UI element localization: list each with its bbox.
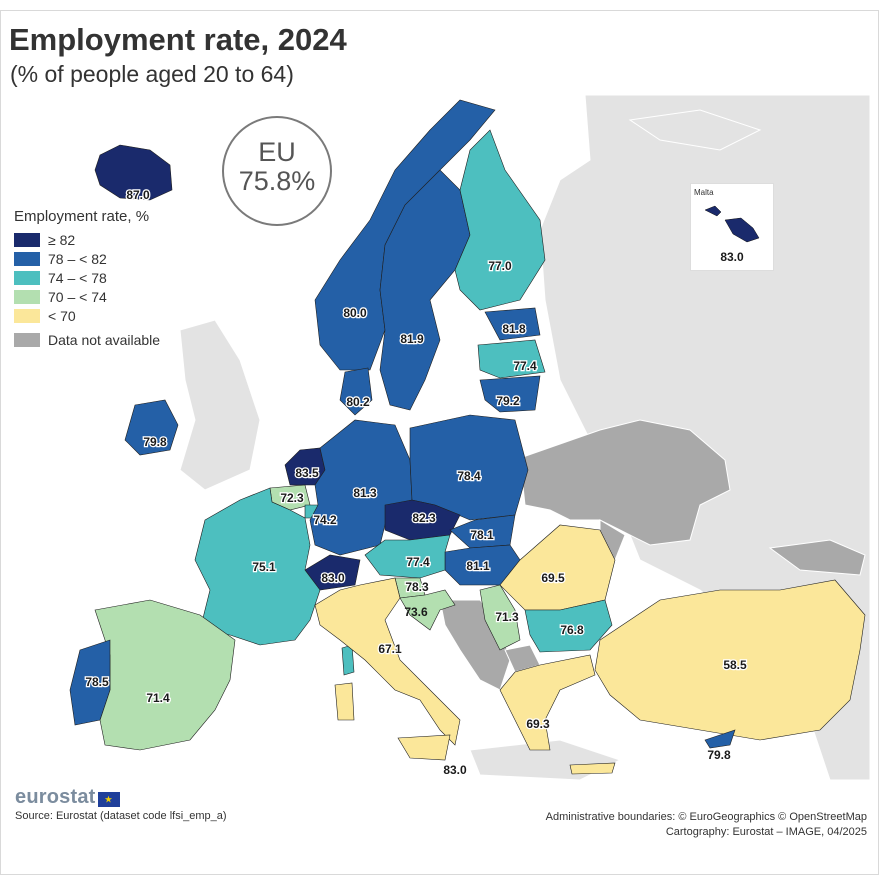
legend-label: 74 – < 78 bbox=[48, 270, 107, 286]
region-latvia bbox=[477, 339, 546, 379]
region-portugal bbox=[69, 639, 111, 726]
region-turkey bbox=[594, 579, 866, 741]
region-austria bbox=[364, 534, 451, 579]
region-cyprus bbox=[704, 729, 736, 749]
region-bulgaria bbox=[524, 599, 613, 653]
legend-label: 70 – < 74 bbox=[48, 289, 107, 305]
label-sweden: 81.9 bbox=[400, 332, 424, 346]
label-norway: 80.0 bbox=[343, 306, 367, 320]
label-france: 75.1 bbox=[252, 560, 276, 574]
region-croatia bbox=[399, 589, 456, 631]
legend-item: 78 – < 82 bbox=[14, 250, 160, 268]
label-netherlands: 83.5 bbox=[295, 466, 319, 480]
legend-swatch bbox=[14, 290, 40, 304]
region-iceland bbox=[94, 144, 173, 201]
label-germany: 81.3 bbox=[353, 486, 377, 500]
region-sweden bbox=[379, 169, 471, 411]
legend-swatch bbox=[14, 233, 40, 247]
eu-value: 75.8% bbox=[238, 166, 316, 196]
label-italy: 67.1 bbox=[378, 642, 402, 656]
label-slovenia: 78.3 bbox=[405, 580, 429, 594]
eurostat-logo: eurostat ★ bbox=[15, 786, 120, 809]
malta-shape bbox=[704, 205, 760, 243]
source-note: Source: Eurostat (dataset code lfsi_emp_… bbox=[15, 810, 227, 822]
malta-inset: Malta 83.0 bbox=[690, 183, 774, 271]
label-hungary: 81.1 bbox=[466, 559, 490, 573]
eu-average-badge: EU 75.8% bbox=[222, 116, 332, 226]
inset-title: Malta bbox=[694, 188, 714, 197]
legend-swatch bbox=[14, 271, 40, 285]
label-bulgaria: 76.8 bbox=[560, 623, 584, 637]
legend-label: 78 – < 82 bbox=[48, 251, 107, 267]
label-finland: 77.0 bbox=[488, 259, 512, 273]
legend: Employment rate, % ≥ 82 78 – < 82 74 – <… bbox=[14, 208, 160, 350]
label-denmark: 80.2 bbox=[346, 395, 370, 409]
label-latvia: 77.4 bbox=[513, 359, 537, 373]
legend-label: < 70 bbox=[48, 308, 76, 324]
region-denmark bbox=[339, 367, 373, 416]
label-ireland: 79.8 bbox=[143, 435, 167, 449]
legend-item-na: Data not available bbox=[14, 331, 160, 349]
legend-label: Data not available bbox=[48, 332, 161, 348]
region-sicily bbox=[397, 734, 451, 761]
label-austria: 77.4 bbox=[406, 555, 430, 569]
logo-text: eurostat bbox=[15, 786, 96, 808]
legend-swatch bbox=[14, 309, 40, 323]
label-portugal: 78.5 bbox=[85, 675, 109, 689]
credits-line-2: Cartography: Eurostat – IMAGE, 04/2025 bbox=[665, 826, 867, 838]
region-greece bbox=[499, 654, 596, 751]
region-romania bbox=[499, 524, 616, 611]
eu-label: EU bbox=[258, 137, 296, 167]
legend-item: < 70 bbox=[14, 307, 160, 325]
legend-title: Employment rate, % bbox=[14, 208, 150, 225]
credits-line-1: Administrative boundaries: © EuroGeograp… bbox=[545, 811, 867, 823]
label-slovakia: 78.1 bbox=[470, 528, 494, 542]
label-romania: 69.5 bbox=[541, 571, 565, 585]
region-finland bbox=[454, 129, 546, 311]
region-sardinia bbox=[334, 682, 355, 721]
legend-item: ≥ 82 bbox=[14, 231, 160, 249]
legend-item: 74 – < 78 bbox=[14, 269, 160, 287]
region-estonia bbox=[484, 307, 541, 341]
label-malta: 83.0 bbox=[443, 763, 467, 777]
label-poland: 78.4 bbox=[457, 469, 481, 483]
credits: Administrative boundaries: © EuroGeograp… bbox=[546, 810, 867, 840]
label-iceland: 87.0 bbox=[126, 188, 150, 202]
label-lithuania: 79.2 bbox=[496, 394, 520, 408]
inset-value: 83.0 bbox=[720, 250, 744, 264]
region-crete bbox=[569, 762, 616, 775]
region-lithuania bbox=[479, 375, 541, 413]
legend-item: 70 – < 74 bbox=[14, 288, 160, 306]
map-subtitle: (% of people aged 20 to 64) bbox=[10, 61, 294, 87]
region-czechia bbox=[384, 499, 461, 541]
label-greece: 69.3 bbox=[526, 717, 550, 731]
label-cyprus: 79.8 bbox=[707, 748, 731, 762]
region-poland bbox=[409, 414, 529, 521]
legend-swatch bbox=[14, 252, 40, 266]
region-italy bbox=[314, 577, 461, 746]
region-ireland bbox=[124, 399, 179, 456]
region-germany bbox=[309, 419, 413, 556]
legend-label: ≥ 82 bbox=[48, 232, 76, 248]
region-slovakia bbox=[449, 514, 516, 549]
region-caucasus bbox=[768, 539, 866, 576]
label-switzerland: 83.0 bbox=[321, 571, 345, 585]
map-title: Employment rate, 2024 bbox=[9, 22, 347, 57]
label-czechia: 82.3 bbox=[412, 511, 436, 525]
label-serbia: 71.3 bbox=[495, 610, 519, 624]
label-spain: 71.4 bbox=[146, 691, 170, 705]
label-luxembourg: 74.2 bbox=[313, 513, 337, 527]
label-croatia: 73.6 bbox=[404, 605, 428, 619]
label-turkey: 58.5 bbox=[723, 658, 747, 672]
label-estonia: 81.8 bbox=[502, 322, 526, 336]
legend-swatch bbox=[14, 333, 40, 347]
region-ukraine bbox=[519, 419, 731, 546]
eu-flag-icon: ★ bbox=[97, 792, 120, 807]
label-belgium: 72.3 bbox=[280, 491, 304, 505]
map-frame bbox=[0, 10, 879, 875]
